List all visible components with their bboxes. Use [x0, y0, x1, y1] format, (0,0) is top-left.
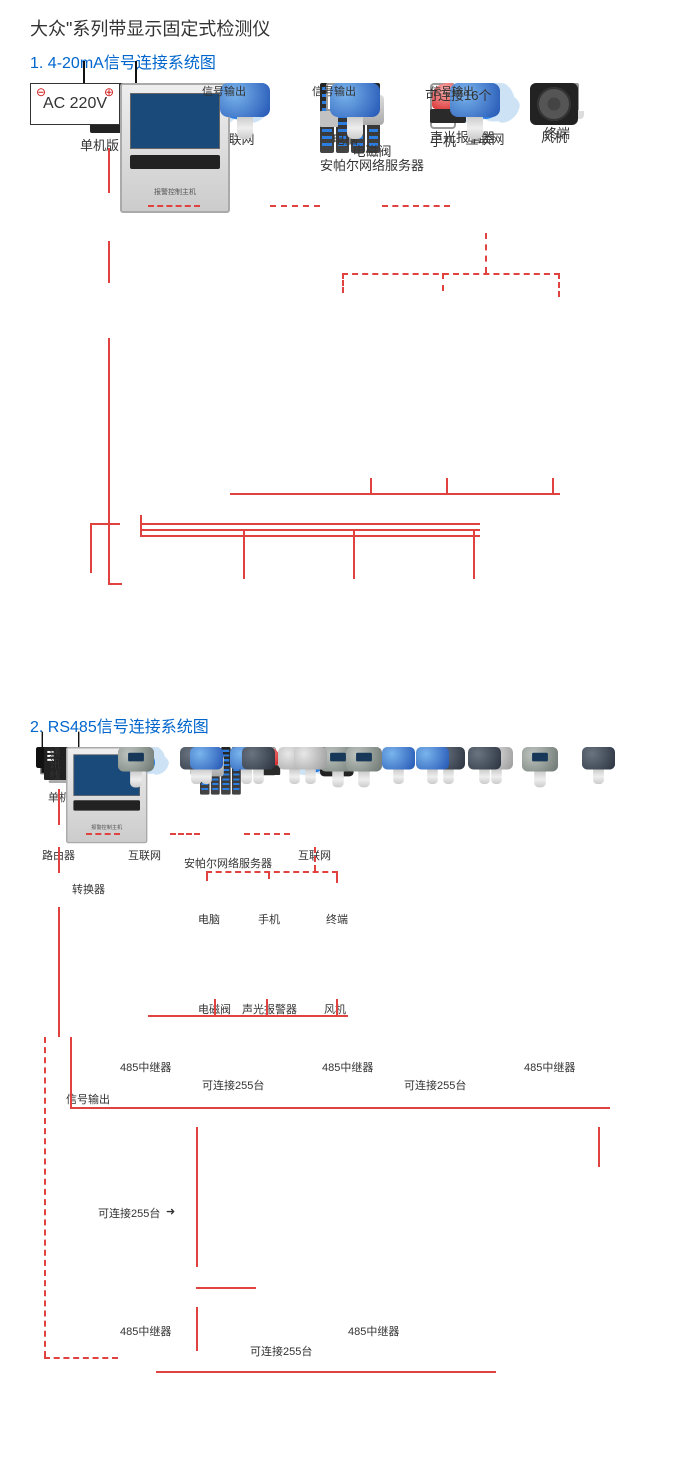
- arrow-icon: ➜: [166, 1205, 175, 1218]
- controlbox2-text: 报警控制主机: [67, 824, 145, 831]
- line-dashed: [206, 871, 208, 881]
- sig-out-label: 信号输出: [66, 1091, 110, 1107]
- line: [230, 493, 560, 495]
- ac-box: ⊖AC 220V⊕: [30, 83, 120, 125]
- line: [196, 1307, 198, 1351]
- line: [70, 1107, 610, 1109]
- sensor-b5-icon: [468, 747, 501, 784]
- rep5-label: 485中继器: [348, 1323, 399, 1339]
- line-dashed: [148, 205, 200, 207]
- line: [598, 1127, 600, 1167]
- sensor-b2-icon: [242, 747, 275, 784]
- fan-icon: [530, 83, 578, 125]
- repeater3-icon: [522, 747, 558, 787]
- line: [214, 999, 216, 1015]
- client-phone2-label: 手机: [258, 911, 280, 927]
- line: [140, 529, 480, 531]
- line: [90, 523, 92, 573]
- max4-label: 可连接255台: [250, 1343, 312, 1359]
- line-dashed: [314, 847, 316, 871]
- line-dashed: [336, 871, 338, 883]
- sensor-r2a-icon: [582, 747, 615, 784]
- line-dashed: [442, 273, 444, 291]
- repeater4-icon: [118, 747, 154, 787]
- line: [108, 583, 122, 585]
- repeater5-icon: [346, 747, 382, 787]
- line-dashed: [86, 833, 120, 835]
- server2-label: 安帕尔网络服务器: [184, 855, 272, 871]
- line: [58, 789, 60, 825]
- line-dashed: [485, 233, 487, 273]
- line-dashed: [342, 273, 560, 275]
- sensor-r1d-icon: [382, 747, 415, 784]
- line: [266, 999, 268, 1015]
- line-dashed: [558, 273, 560, 297]
- fan-label: 风机: [530, 127, 578, 146]
- max2-label: 可连接255台: [404, 1077, 466, 1093]
- section1-heading: 1. 4-20mA信号连接系统图: [30, 49, 670, 73]
- line: [196, 1127, 198, 1267]
- sensor-b4-icon: [416, 747, 449, 784]
- line-dashed: [270, 205, 320, 207]
- commline2-label: 通讯线: [46, 747, 62, 780]
- diagram-420ma: 单机版电脑 路由器 @ 互联网 安帕尔网络服务器 @ 互联网 转换器: [30, 83, 670, 683]
- line: [108, 148, 110, 193]
- rep2-label: 485中继器: [322, 1059, 373, 1075]
- converter2-label: 转换器: [72, 881, 105, 897]
- line-dashed: [170, 833, 200, 835]
- line: [140, 515, 142, 535]
- max-label: 可连接16个: [425, 85, 491, 104]
- line: [70, 1037, 72, 1107]
- line-dashed: [268, 871, 270, 879]
- line: [148, 1015, 348, 1017]
- line: [90, 523, 120, 525]
- valve-label: 电磁阀: [350, 141, 394, 160]
- line: [108, 241, 110, 283]
- line: [473, 529, 475, 579]
- line-dashed: [382, 205, 450, 207]
- sig1-label: 信号输出: [202, 83, 246, 99]
- client-laptop2-label: 终端: [326, 911, 348, 927]
- line: [446, 478, 448, 493]
- line: [243, 529, 245, 579]
- controlbox-icon: 报警控制主机: [120, 83, 230, 213]
- line-dashed: [244, 833, 290, 835]
- page-title: 大众"系列带显示固定式检测仪: [30, 15, 670, 41]
- sensor-b1-icon: [190, 747, 223, 784]
- client-pc2-label: 电脑: [198, 911, 220, 927]
- sensor-b3-icon: [294, 747, 327, 784]
- line-dashed: [44, 1037, 46, 1357]
- ac-label: AC 220V: [43, 95, 107, 113]
- section2-heading: 2. RS485信号连接系统图: [30, 713, 670, 737]
- max3-label: 可连接255台: [98, 1205, 160, 1221]
- line: [196, 1287, 256, 1289]
- max1-label: 可连接255台: [202, 1077, 264, 1093]
- rep4-label: 485中继器: [120, 1323, 171, 1339]
- rep1-label: 485中继器: [120, 1059, 171, 1075]
- rep3-label: 485中继器: [524, 1059, 575, 1075]
- line: [58, 907, 60, 1037]
- line: [336, 999, 338, 1015]
- line: [140, 535, 480, 537]
- line: [108, 338, 110, 583]
- internet1b-label: 互联网: [128, 847, 161, 863]
- line: [156, 1371, 496, 1373]
- line-dashed: [44, 1357, 118, 1359]
- controlbox-text: 报警控制主机: [122, 187, 228, 197]
- line: [58, 847, 60, 873]
- line-dashed: [206, 871, 338, 873]
- diagram-rs485: 单机版电脑 路由器 @ 互联网 安帕尔网络服务器 @ 互联网 转换器 ⌔ 电脑 …: [30, 747, 670, 1427]
- sig2-label: 信号输出: [312, 83, 356, 99]
- line: [370, 478, 372, 493]
- line: [353, 529, 355, 579]
- line: [552, 478, 554, 493]
- line: [140, 523, 480, 525]
- line-dashed: [342, 273, 344, 293]
